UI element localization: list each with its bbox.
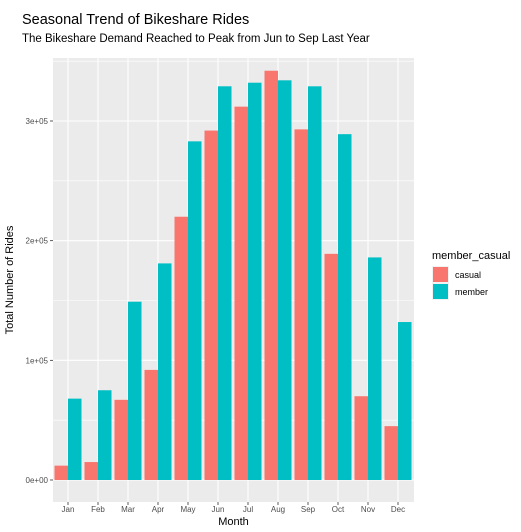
bar-casual-apr	[144, 369, 158, 480]
y-tick-label: 1e+05	[26, 356, 49, 365]
bar-member-apr	[158, 263, 172, 480]
legend-swatch-member	[433, 284, 448, 299]
bar-casual-oct	[324, 253, 338, 480]
y-tick-label: 0e+00	[26, 476, 49, 485]
bar-casual-feb	[84, 462, 98, 480]
bar-member-jan	[68, 398, 82, 480]
x-tick-label: Nov	[361, 505, 375, 514]
bar-casual-sep	[294, 129, 308, 481]
x-tick-label: May	[180, 505, 195, 514]
legend-label-casual: casual	[455, 270, 481, 280]
x-tick-label: Oct	[332, 505, 345, 514]
chart-subtitle: The Bikeshare Demand Reached to Peak fro…	[22, 33, 370, 45]
x-tick-label: Mar	[121, 505, 135, 514]
x-tick-label: Jul	[243, 505, 253, 514]
legend: member_casual casual member	[432, 250, 510, 300]
bar-member-aug	[278, 80, 292, 481]
bar-casual-jul	[234, 106, 248, 480]
x-tick-label: Dec	[391, 505, 405, 514]
bar-casual-aug	[264, 70, 278, 481]
x-tick-label: Jan	[62, 505, 75, 514]
bar-member-nov	[368, 257, 382, 480]
x-tick-label: Feb	[91, 505, 105, 514]
bar-member-jun	[218, 86, 232, 481]
plot-panel	[53, 58, 414, 502]
x-axis-title: Month	[218, 516, 249, 528]
x-tick-label: Jun	[212, 505, 225, 514]
y-axis: 0e+00 1e+05 2e+05 3e+05	[26, 117, 53, 485]
x-tick-label: Apr	[152, 505, 165, 514]
grid-minor	[53, 60, 414, 421]
y-axis-title: Total Number of Rides	[4, 225, 16, 334]
bar-casual-jan	[54, 465, 68, 480]
legend-label-member: member	[455, 287, 488, 297]
bar-member-dec	[398, 322, 412, 480]
bar-member-may	[188, 141, 202, 481]
bar-member-feb	[98, 390, 112, 480]
bar-casual-jun	[204, 130, 218, 480]
bar-casual-may	[174, 216, 188, 480]
x-axis: Jan Feb Mar Apr May Jun Jul Aug Sep Oct Nov Dec	[62, 502, 405, 514]
x-tick-label: Aug	[271, 505, 285, 514]
bar-member-sep	[308, 86, 322, 481]
y-tick-label: 3e+05	[26, 117, 49, 126]
chart-title: Seasonal Trend of Bikeshare Rides	[22, 12, 249, 28]
bar-member-oct	[338, 134, 352, 480]
x-tick-label: Sep	[301, 505, 316, 514]
bar-casual-mar	[114, 399, 128, 480]
bar-member-jul	[248, 82, 262, 480]
bar-member-mar	[128, 301, 142, 480]
y-tick-label: 2e+05	[26, 237, 49, 246]
bar-casual-dec	[384, 426, 398, 480]
bar-casual-nov	[354, 396, 368, 480]
bars	[54, 70, 412, 481]
legend-swatch-casual	[433, 267, 448, 282]
legend-title: member_casual	[432, 250, 510, 262]
